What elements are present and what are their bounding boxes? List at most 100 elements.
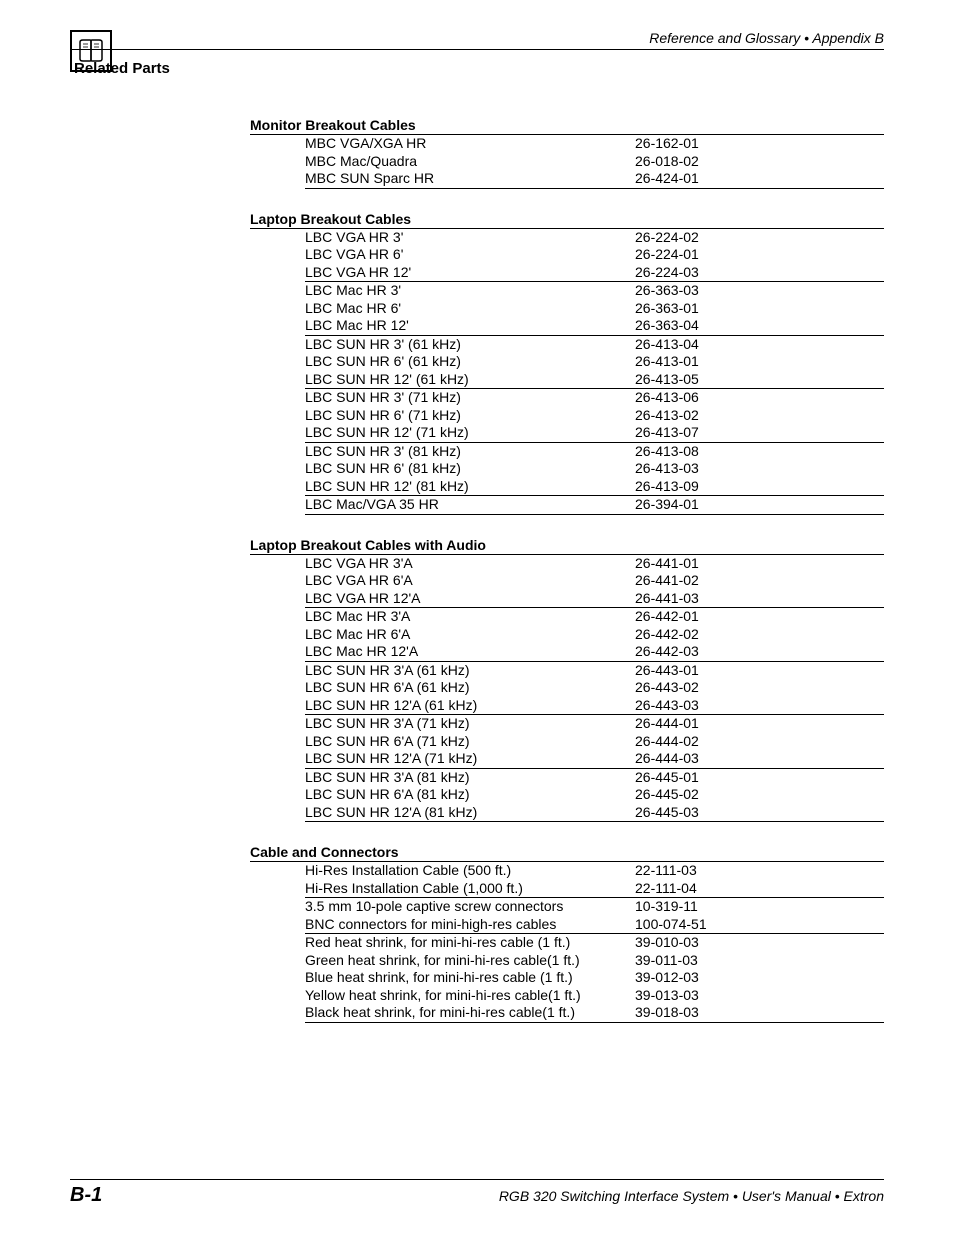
- part-name: LBC SUN HR 3'A (71 kHz): [305, 715, 635, 733]
- part-number: 26-441-01: [635, 555, 884, 573]
- part-name: MBC Mac/Quadra: [305, 153, 635, 171]
- header-reference: Reference and Glossary • Appendix B: [70, 30, 884, 50]
- part-name: LBC Mac HR 3': [305, 282, 635, 300]
- part-number: 26-413-02: [635, 407, 884, 425]
- part-number: 39-018-03: [635, 1004, 884, 1022]
- part-number: 26-413-09: [635, 478, 884, 496]
- part-name: MBC VGA/XGA HR: [305, 135, 635, 153]
- table-heading: Laptop Breakout Cables: [250, 211, 884, 229]
- part-name: LBC SUN HR 12' (81 kHz): [305, 478, 635, 496]
- part-row: LBC SUN HR 6'A (61 kHz)26-443-02: [250, 679, 884, 697]
- part-row: MBC VGA/XGA HR26-162-01: [250, 135, 884, 153]
- part-number: 39-011-03: [635, 952, 884, 970]
- part-row: Yellow heat shrink, for mini-hi-res cabl…: [250, 987, 884, 1005]
- part-row: LBC Mac HR 12'26-363-04: [250, 317, 884, 335]
- part-row: LBC VGA HR 12'26-224-03: [250, 264, 884, 282]
- part-number: 10-319-11: [635, 898, 884, 916]
- page-number: B-1: [70, 1184, 102, 1207]
- part-row: LBC VGA HR 6'A26-441-02: [250, 572, 884, 590]
- part-number: 26-413-08: [635, 443, 884, 461]
- end-divider: [305, 188, 884, 189]
- part-row: LBC SUN HR 3'A (71 kHz)26-444-01: [250, 715, 884, 733]
- part-row: LBC SUN HR 12' (71 kHz)26-413-07: [250, 424, 884, 442]
- part-number: 39-010-03: [635, 934, 884, 952]
- part-row: Red heat shrink, for mini-hi-res cable (…: [250, 934, 884, 952]
- part-name: MBC SUN Sparc HR: [305, 170, 635, 188]
- part-name: LBC Mac HR 12': [305, 317, 635, 335]
- part-name: Black heat shrink, for mini-hi-res cable…: [305, 1004, 635, 1022]
- part-row: LBC SUN HR 6' (61 kHz)26-413-01: [250, 353, 884, 371]
- part-row: LBC SUN HR 3' (71 kHz)26-413-06: [250, 389, 884, 407]
- part-number: 26-363-04: [635, 317, 884, 335]
- part-name: LBC VGA HR 12': [305, 264, 635, 282]
- part-row: LBC SUN HR 6' (81 kHz)26-413-03: [250, 460, 884, 478]
- part-number: 26-224-01: [635, 246, 884, 264]
- part-row: LBC Mac HR 6'26-363-01: [250, 300, 884, 318]
- part-row: Green heat shrink, for mini-hi-res cable…: [250, 952, 884, 970]
- part-name: LBC SUN HR 6'A (71 kHz): [305, 733, 635, 751]
- part-number: 39-012-03: [635, 969, 884, 987]
- end-divider: [305, 821, 884, 822]
- part-name: LBC SUN HR 3' (81 kHz): [305, 443, 635, 461]
- part-name: LBC VGA HR 3': [305, 229, 635, 247]
- part-number: 26-443-03: [635, 697, 884, 715]
- part-number: 26-444-01: [635, 715, 884, 733]
- footer-text: RGB 320 Switching Interface System • Use…: [499, 1184, 884, 1207]
- part-row: LBC SUN HR 12'A (61 kHz)26-443-03: [250, 697, 884, 715]
- part-number: 26-441-03: [635, 590, 884, 608]
- part-row: LBC VGA HR 3'26-224-02: [250, 229, 884, 247]
- part-number: 26-424-01: [635, 170, 884, 188]
- part-number: 26-442-01: [635, 608, 884, 626]
- part-row: LBC SUN HR 12'A (81 kHz)26-445-03: [250, 804, 884, 822]
- part-number: 26-413-01: [635, 353, 884, 371]
- part-number: 26-442-02: [635, 626, 884, 644]
- part-row: MBC Mac/Quadra26-018-02: [250, 153, 884, 171]
- part-number: 100-074-51: [635, 916, 884, 934]
- part-row: 3.5 mm 10-pole captive screw connectors1…: [250, 898, 884, 916]
- part-number: 26-363-01: [635, 300, 884, 318]
- part-row: Hi-Res Installation Cable (500 ft.)22-11…: [250, 862, 884, 880]
- part-name: LBC SUN HR 6'A (81 kHz): [305, 786, 635, 804]
- part-name: LBC SUN HR 12'A (71 kHz): [305, 750, 635, 768]
- part-number: 26-413-07: [635, 424, 884, 442]
- part-name: LBC VGA HR 6'A: [305, 572, 635, 590]
- part-row: LBC SUN HR 6' (71 kHz)26-413-02: [250, 407, 884, 425]
- part-number: 26-018-02: [635, 153, 884, 171]
- part-number: 39-013-03: [635, 987, 884, 1005]
- part-number: 26-443-02: [635, 679, 884, 697]
- part-name: Hi-Res Installation Cable (1,000 ft.): [305, 880, 635, 898]
- part-row: BNC connectors for mini-high-res cables1…: [250, 916, 884, 934]
- part-name: LBC Mac/VGA 35 HR: [305, 496, 635, 514]
- part-name: LBC Mac HR 6': [305, 300, 635, 318]
- part-name: LBC SUN HR 3'A (81 kHz): [305, 769, 635, 787]
- part-row: Hi-Res Installation Cable (1,000 ft.)22-…: [250, 880, 884, 898]
- part-number: 26-413-06: [635, 389, 884, 407]
- part-row: LBC SUN HR 3' (81 kHz)26-413-08: [250, 443, 884, 461]
- part-number: 22-111-03: [635, 862, 884, 880]
- part-number: 26-444-02: [635, 733, 884, 751]
- part-name: LBC SUN HR 6'A (61 kHz): [305, 679, 635, 697]
- part-number: 26-413-05: [635, 371, 884, 389]
- table-heading: Cable and Connectors: [250, 844, 884, 862]
- part-row: LBC VGA HR 3'A26-441-01: [250, 555, 884, 573]
- part-row: LBC Mac HR 6'A26-442-02: [250, 626, 884, 644]
- part-row: MBC SUN Sparc HR26-424-01: [250, 170, 884, 188]
- part-name: LBC SUN HR 12'A (81 kHz): [305, 804, 635, 822]
- part-row: LBC SUN HR 12' (81 kHz)26-413-09: [250, 478, 884, 496]
- part-row: LBC SUN HR 3' (61 kHz)26-413-04: [250, 336, 884, 354]
- part-name: LBC VGA HR 6': [305, 246, 635, 264]
- part-name: LBC SUN HR 12'A (61 kHz): [305, 697, 635, 715]
- part-name: BNC connectors for mini-high-res cables: [305, 916, 635, 934]
- section-title: Related Parts: [74, 60, 884, 77]
- part-name: LBC Mac HR 3'A: [305, 608, 635, 626]
- part-row: LBC SUN HR 3'A (61 kHz)26-443-01: [250, 662, 884, 680]
- part-number: 26-162-01: [635, 135, 884, 153]
- part-name: Yellow heat shrink, for mini-hi-res cabl…: [305, 987, 635, 1005]
- page-footer: B-1 RGB 320 Switching Interface System •…: [70, 1179, 884, 1207]
- part-name: LBC SUN HR 12' (71 kHz): [305, 424, 635, 442]
- part-name: LBC SUN HR 6' (81 kHz): [305, 460, 635, 478]
- part-name: Blue heat shrink, for mini-hi-res cable …: [305, 969, 635, 987]
- part-number: 26-413-04: [635, 336, 884, 354]
- end-divider: [305, 1022, 884, 1023]
- part-number: 26-413-03: [635, 460, 884, 478]
